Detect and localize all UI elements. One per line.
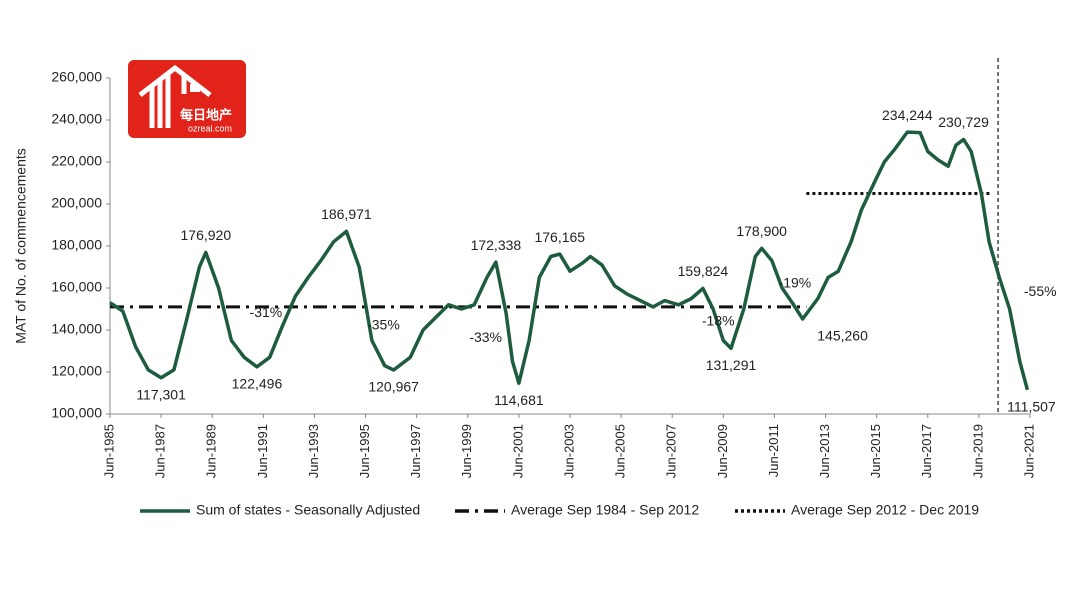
value-label: 186,971 [321,206,372,222]
value-label: 178,900 [736,223,787,239]
x-tick-label: Jun-2021 [1021,424,1036,478]
value-label: 122,496 [232,375,283,391]
x-tick-label: Jun-1991 [255,424,270,478]
x-tick-label: Jun-1993 [306,424,321,478]
x-tick-label: Jun-1987 [153,424,168,478]
y-tick-label: 220,000 [51,153,102,169]
annotation: -19% [779,275,812,291]
value-label: 131,291 [706,357,757,373]
annotation: -55% [1024,283,1057,299]
value-label: 114,681 [494,392,544,408]
value-label: 172,338 [471,237,522,253]
y-tick-label: 160,000 [51,279,102,295]
value-label: 234,244 [882,107,933,123]
logo: 每日地产 ozreal.com [128,60,246,138]
x-tick-label: Jun-1995 [357,424,372,478]
y-axis-title: MAT of No. of commencements [13,148,29,344]
x-tick-label: Jun-2019 [970,424,985,478]
legend-label: Sum of states - Seasonally Adjusted [196,502,420,518]
x-tick-label: Jun-2011 [766,424,781,477]
value-label: 111,507 [1007,399,1056,415]
value-label: 145,260 [817,328,868,344]
y-tick-label: 120,000 [51,363,102,379]
annotation: -31% [250,304,283,320]
x-tick-label: Jun-2005 [613,424,628,478]
annotation: -18% [702,312,735,328]
value-label: 176,920 [181,227,232,243]
x-tick-label: Jun-2003 [561,424,576,478]
x-tick-label: Jun-1985 [101,424,116,478]
logo-window [190,84,200,92]
legend-label: Average Sep 2012 - Dec 2019 [791,502,979,518]
value-label: 117,301 [136,386,186,402]
x-tick-label: Jun-2009 [715,424,730,478]
y-tick-label: 260,000 [51,69,102,85]
annotation: -35% [367,317,400,333]
y-tick-label: 100,000 [51,405,102,421]
x-tick-label: Jun-1989 [204,424,219,478]
x-tick-label: Jun-2015 [868,424,883,478]
y-tick-label: 240,000 [51,111,102,127]
logo-house [138,64,212,128]
x-tick-label: Jun-2001 [510,424,525,478]
y-tick-label: 180,000 [51,237,102,253]
y-tick-label: 140,000 [51,321,102,337]
value-label: 159,824 [678,263,729,279]
x-tick-label: Jun-1999 [459,424,474,478]
x-tick-label: Jun-1997 [408,424,423,478]
value-label: 120,967 [368,379,419,395]
annotation: -33% [469,329,502,345]
value-label: 230,729 [938,114,989,130]
value-label: 176,165 [534,229,585,245]
series-line [109,130,1030,391]
y-tick-label: 200,000 [51,195,102,211]
x-tick-label: Jun-2017 [919,424,934,478]
x-tick-label: Jun-2007 [664,424,679,478]
logo-site: ozreal.com [188,123,232,133]
legend-label: Average Sep 1984 - Sep 2012 [511,502,699,518]
x-tick-label: Jun-2013 [817,424,832,478]
logo-text: 每日地产 [180,107,232,122]
